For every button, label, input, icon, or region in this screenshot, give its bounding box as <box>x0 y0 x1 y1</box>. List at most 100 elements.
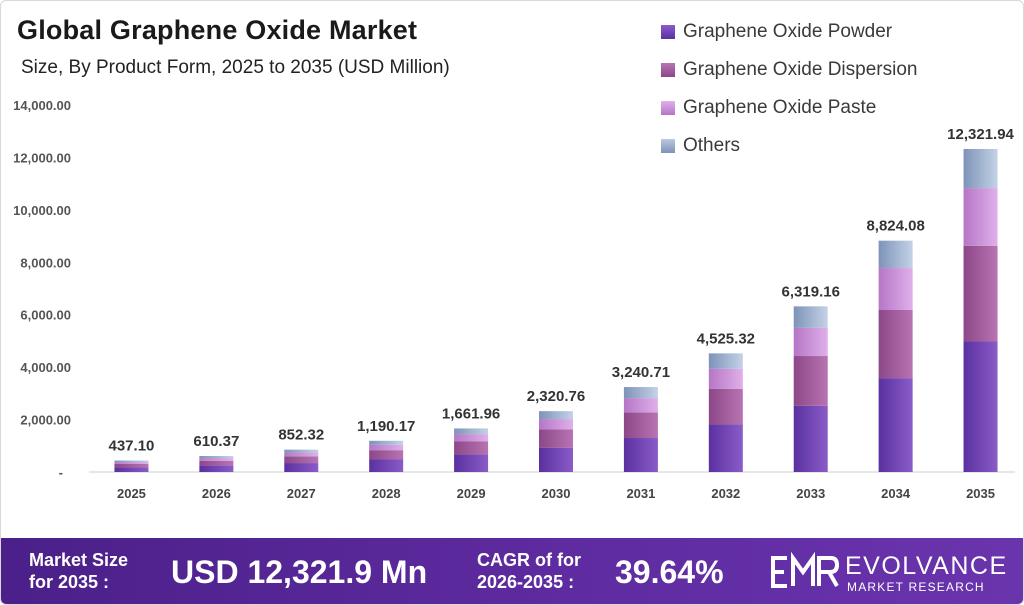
bar-total-label: 12,321.94 <box>947 126 1014 143</box>
legend-swatch-powder <box>661 25 675 39</box>
market-size-label-line1: Market Size <box>29 550 129 570</box>
bar-segment <box>369 450 404 460</box>
x-tick-label: 2033 <box>796 486 825 501</box>
bar-segment <box>539 411 573 420</box>
market-size-label-line2: for 2035 : <box>29 572 110 592</box>
legend-item-dispersion: Graphene Oxide Dispersion <box>661 51 1001 89</box>
x-tick-label: 2026 <box>202 486 231 501</box>
bar-total-label: 437.10 <box>109 438 155 455</box>
y-tick-label: 8,000.00 <box>20 255 71 270</box>
evolvance-logo: EVOLVANCE MARKET RESEARCH <box>769 550 1019 596</box>
legend-item-powder: Graphene Oxide Powder <box>661 13 1001 51</box>
stacked-bar-chart: - 2,000.00 4,000.00 6,000.00 8,000.00 10,000.… <box>13 98 1015 501</box>
bar-segment <box>284 463 319 472</box>
y-tick-label: 10,000.00 <box>13 203 71 218</box>
market-size-value: USD 12,321.9 Mn <box>171 554 428 590</box>
x-tick-label: 2029 <box>457 486 486 501</box>
bar-total-label: 1,661.96 <box>442 405 500 422</box>
bar-segment <box>114 463 149 468</box>
bar-total-label: 4,525.32 <box>697 330 755 347</box>
y-tick-label: 14,000.00 <box>13 98 71 113</box>
bar-total-label: 6,319.16 <box>782 283 840 300</box>
cagr-label-line1: CAGR of for <box>477 550 581 570</box>
cagr-label-line2: 2026-2035 : <box>477 572 575 592</box>
bar-segment <box>114 467 149 472</box>
bar-segment <box>369 444 404 451</box>
bar-segment <box>454 441 489 455</box>
chart-title: Global Graphene Oxide Market <box>17 15 418 45</box>
bar-segment <box>963 341 998 472</box>
logo-subtitle: MARKET RESEARCH <box>847 580 985 594</box>
x-tick-label: 2035 <box>966 486 995 501</box>
bar-segment <box>199 458 234 461</box>
bar-segment <box>963 188 998 246</box>
bar-segment <box>199 460 234 466</box>
bar-segment <box>708 353 743 369</box>
bar-segment <box>114 460 149 463</box>
legend-label-powder: Graphene Oxide Powder <box>683 21 893 42</box>
bar-segment <box>539 447 573 472</box>
bar-segment <box>454 454 489 472</box>
bar-segment <box>793 306 828 328</box>
x-tick-label: 2028 <box>372 486 401 501</box>
bar-segment <box>793 356 828 406</box>
y-tick-label: 2,000.00 <box>20 413 71 428</box>
bar-total-label: 3,240.71 <box>612 364 670 381</box>
y-tick-label: - <box>59 465 63 480</box>
bar-segment <box>199 465 234 472</box>
x-tick-label: 2034 <box>881 486 911 501</box>
bar-segment <box>454 428 489 435</box>
legend-swatch-paste <box>661 101 675 115</box>
emr-logo-mark-icon <box>771 551 840 588</box>
bar-segment <box>369 440 404 445</box>
bar-segment <box>284 449 319 453</box>
bar-segment <box>454 434 489 442</box>
bar-segment <box>623 398 658 413</box>
y-tick-label: 6,000.00 <box>20 308 71 323</box>
bar-segment <box>623 412 658 439</box>
legend-label-dispersion: Graphene Oxide Dispersion <box>683 59 918 80</box>
bar-segment <box>793 327 828 357</box>
bar-segment <box>623 438 658 472</box>
x-tick-label: 2027 <box>287 486 316 501</box>
bar-total-label: 610.37 <box>193 433 239 450</box>
bar-segment <box>878 309 913 379</box>
bar-segment <box>114 462 149 464</box>
bar-segment <box>284 456 319 464</box>
x-tick-label: 2032 <box>711 486 740 501</box>
bar-segment <box>878 378 913 472</box>
x-tick-label: 2030 <box>542 486 571 501</box>
bar-segment <box>708 388 743 425</box>
bar-total-label: 1,190.17 <box>357 418 415 435</box>
legend: Graphene Oxide Powder Graphene Oxide Dis… <box>661 13 1001 165</box>
legend-swatch-dispersion <box>661 63 675 77</box>
bar-segment <box>878 268 913 310</box>
chart-subtitle: Size, By Product Form, 2025 to 2035 (USD… <box>21 57 450 78</box>
x-tick-label: 2031 <box>626 486 655 501</box>
x-tick-label: 2025 <box>117 486 146 501</box>
cagr-label: CAGR of for 2026-2035 : <box>477 549 581 593</box>
legend-label-paste: Graphene Oxide Paste <box>683 97 877 118</box>
legend-label-others: Others <box>683 135 741 156</box>
bar-segment <box>199 455 234 459</box>
bar-segment <box>539 419 573 430</box>
bar-segment <box>963 245 998 342</box>
bar-total-label: 2,320.76 <box>527 388 585 405</box>
bar-segment <box>539 429 573 448</box>
bar-segment <box>284 452 319 457</box>
legend-item-paste: Graphene Oxide Paste <box>661 89 1001 127</box>
bar-segment <box>793 405 828 472</box>
bar-segment <box>963 148 998 189</box>
market-size-label: Market Size for 2035 : <box>29 549 128 593</box>
bar-segment <box>708 368 743 389</box>
y-tick-label: 4,000.00 <box>20 360 71 375</box>
legend-swatch-others <box>661 139 675 153</box>
summary-footer: Market Size for 2035 : USD 12,321.9 Mn C… <box>1 538 1023 604</box>
bar-segment <box>878 240 913 269</box>
y-tick-label: 12,000.00 <box>13 150 71 165</box>
bar-segment <box>369 459 404 472</box>
logo-name: EVOLVANCE <box>845 552 1008 580</box>
bar-segment <box>708 424 743 472</box>
cagr-value: 39.64% <box>615 554 724 590</box>
